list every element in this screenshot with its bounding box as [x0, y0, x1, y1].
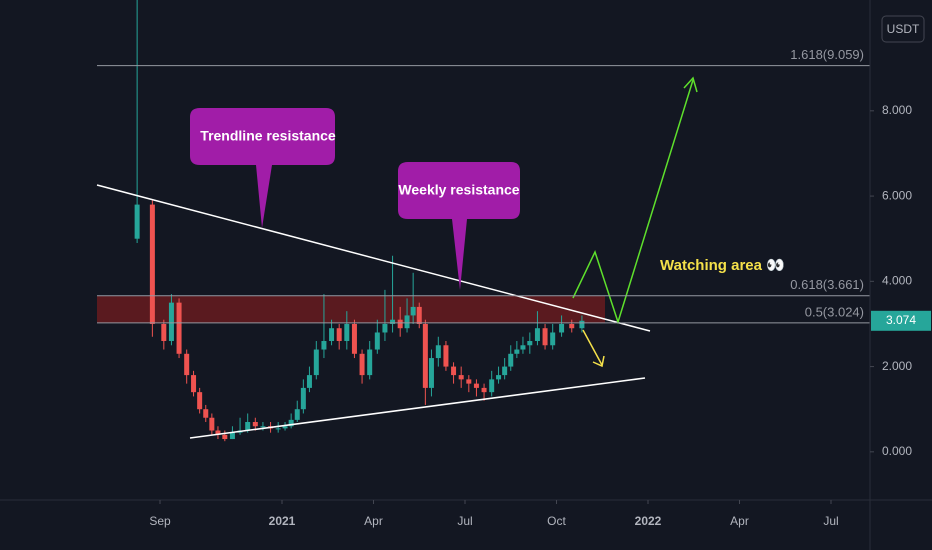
- last-price-box: [871, 310, 931, 331]
- candle-body: [410, 306, 416, 316]
- resistance-zone: [97, 295, 605, 323]
- candle-body: [245, 421, 251, 431]
- lower-trendline: [189, 377, 646, 439]
- candle-body: [336, 328, 342, 342]
- candle-body: [390, 319, 396, 324]
- candle-body: [473, 383, 479, 388]
- candle-body: [514, 349, 520, 354]
- currency-button[interactable]: [881, 15, 925, 43]
- callout-text: Weekly resistance: [398, 182, 519, 198]
- currency-label[interactable]: USDT: [887, 22, 920, 36]
- candle-body: [397, 319, 403, 329]
- candle-body: [252, 421, 258, 427]
- candle-body: [489, 379, 495, 393]
- bullish-arrowhead: [683, 76, 698, 93]
- x-tick-label: Jul: [823, 514, 838, 528]
- annotation-text: Watching area 👀: [660, 257, 785, 274]
- candle-body: [168, 302, 174, 342]
- candle-body: [282, 426, 288, 429]
- candle-body: [428, 358, 434, 388]
- callout-box: [190, 108, 335, 228]
- candle-body: [367, 349, 373, 376]
- candle-body: [520, 345, 526, 350]
- axes-layer: 0.000 2.000 4.000 6.000 8.000 Sep 2021 Apr Jul Oc…: [149, 103, 931, 528]
- x-tick-label: Oct: [547, 514, 566, 528]
- candle-body: [294, 409, 300, 420]
- candle-body: [203, 409, 209, 418]
- candle-body: [260, 426, 266, 428]
- candle-body: [374, 332, 380, 350]
- candle-body: [306, 375, 312, 388]
- candle-body: [344, 323, 350, 342]
- candle-body: [359, 353, 365, 376]
- last-price-label: 3.074: [886, 313, 916, 327]
- candle-body: [534, 328, 540, 342]
- bearish-path: [582, 329, 603, 366]
- candle-body: [161, 323, 167, 342]
- candle-body: [404, 315, 410, 329]
- candle-body: [222, 434, 228, 440]
- candle-body: [451, 366, 457, 376]
- candle-body: [559, 323, 565, 333]
- candle-body: [176, 302, 182, 354]
- level-label: 1.618(9.059): [790, 47, 864, 62]
- candle-body: [215, 430, 221, 435]
- candle-body: [496, 375, 502, 380]
- upper-trendline: [96, 184, 651, 332]
- candles-layer: [134, 0, 585, 442]
- y-tick-label: 8.000: [882, 103, 912, 117]
- level-label: 0.618(3.661): [790, 277, 864, 292]
- y-tick-label: 6.000: [882, 188, 912, 202]
- candle-body: [288, 419, 294, 427]
- candle-body: [466, 379, 472, 384]
- y-tick-label: 0.000: [882, 444, 912, 458]
- candle-body: [209, 417, 215, 431]
- candle-body: [321, 341, 327, 350]
- candle-body: [382, 323, 388, 333]
- candle-body: [329, 328, 335, 342]
- candle-body: [542, 328, 548, 346]
- callout-box: [398, 162, 520, 290]
- x-tick-label: Sep: [149, 514, 171, 528]
- candle-body: [275, 428, 281, 430]
- y-tick-label: 2.000: [882, 359, 912, 373]
- candle-body: [508, 353, 514, 367]
- candle-body: [149, 204, 155, 324]
- callout-text: Trendline resistance: [200, 128, 336, 144]
- y-tick-label: 4.000: [882, 274, 912, 288]
- candle-body: [300, 387, 306, 410]
- candle-body: [134, 204, 140, 239]
- candle-body: [569, 323, 575, 329]
- candle-body: [443, 345, 449, 367]
- candle-body: [229, 432, 235, 440]
- candle-body: [579, 320, 585, 329]
- candle-body: [191, 375, 197, 393]
- bearish-arrowhead: [592, 355, 605, 368]
- candle-body: [313, 349, 319, 376]
- x-tick-label: Apr: [730, 514, 749, 528]
- level-label: 0.5(3.024): [805, 304, 864, 319]
- candle-body: [481, 387, 487, 393]
- candle-body: [502, 366, 508, 376]
- x-tick-label: 2022: [635, 514, 662, 528]
- levels-layer: 1.618(9.059) 0.618(3.661) 0.5(3.024): [97, 47, 870, 324]
- candle-body: [458, 375, 464, 380]
- candle-body: [351, 323, 357, 354]
- x-tick-label: Apr: [364, 514, 383, 528]
- bullish-path: [572, 79, 694, 325]
- candle-body: [550, 332, 556, 346]
- candle-body: [184, 353, 190, 376]
- candle-body: [422, 323, 428, 388]
- x-tick-label: Jul: [457, 514, 472, 528]
- zone-layer: [97, 295, 605, 323]
- candle-body: [197, 392, 203, 410]
- candle-body: [435, 345, 441, 359]
- candle-body: [416, 306, 422, 324]
- candle-body: [527, 341, 533, 346]
- x-tick-label: 2021: [269, 514, 296, 528]
